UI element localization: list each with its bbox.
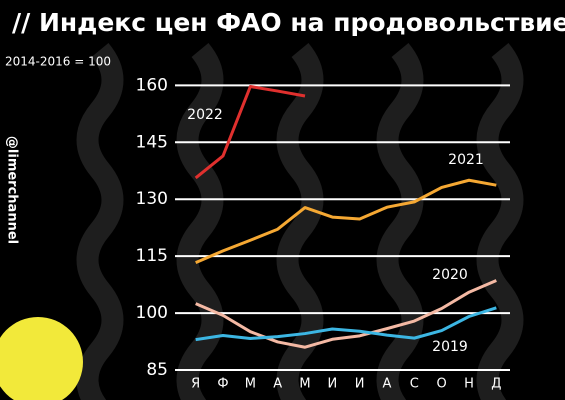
x-tick-label: М	[299, 377, 310, 392]
series-label: 2019	[432, 339, 468, 355]
x-tick-label: И	[355, 377, 365, 392]
x-tick-label: А	[383, 377, 392, 392]
subtitle: 2014-2016 = 100	[5, 55, 111, 69]
series-label: 2021	[448, 152, 484, 168]
y-tick-label: 130	[136, 189, 168, 209]
x-tick-label: Ф	[217, 377, 228, 392]
decor-waves	[76, 42, 524, 400]
x-tick-label: Д	[491, 377, 501, 392]
y-tick-label: 160	[136, 75, 168, 95]
series-line	[195, 178, 497, 264]
x-tick-label: А	[273, 377, 282, 392]
y-tick-label: 85	[146, 360, 168, 380]
watermark: @limerchannel	[5, 136, 20, 244]
series-label: 2022	[187, 107, 223, 123]
series-label: 2020	[432, 267, 468, 283]
series-line	[195, 279, 497, 349]
series-line	[194, 85, 306, 180]
x-tick-label: Я	[191, 377, 200, 392]
x-tick-label: О	[437, 377, 447, 392]
y-tick-label: 100	[136, 303, 168, 323]
x-tick-label: С	[410, 377, 419, 392]
chart-title: // Индекс цен ФАО на продовольствие	[12, 8, 565, 37]
series-line	[195, 306, 497, 342]
y-tick-label: 145	[136, 132, 168, 152]
x-tick-label: М	[245, 377, 256, 392]
x-tick-label: Н	[464, 377, 474, 392]
x-tick-label: И	[327, 377, 337, 392]
logo	[0, 317, 83, 400]
y-tick-label: 115	[136, 246, 168, 266]
